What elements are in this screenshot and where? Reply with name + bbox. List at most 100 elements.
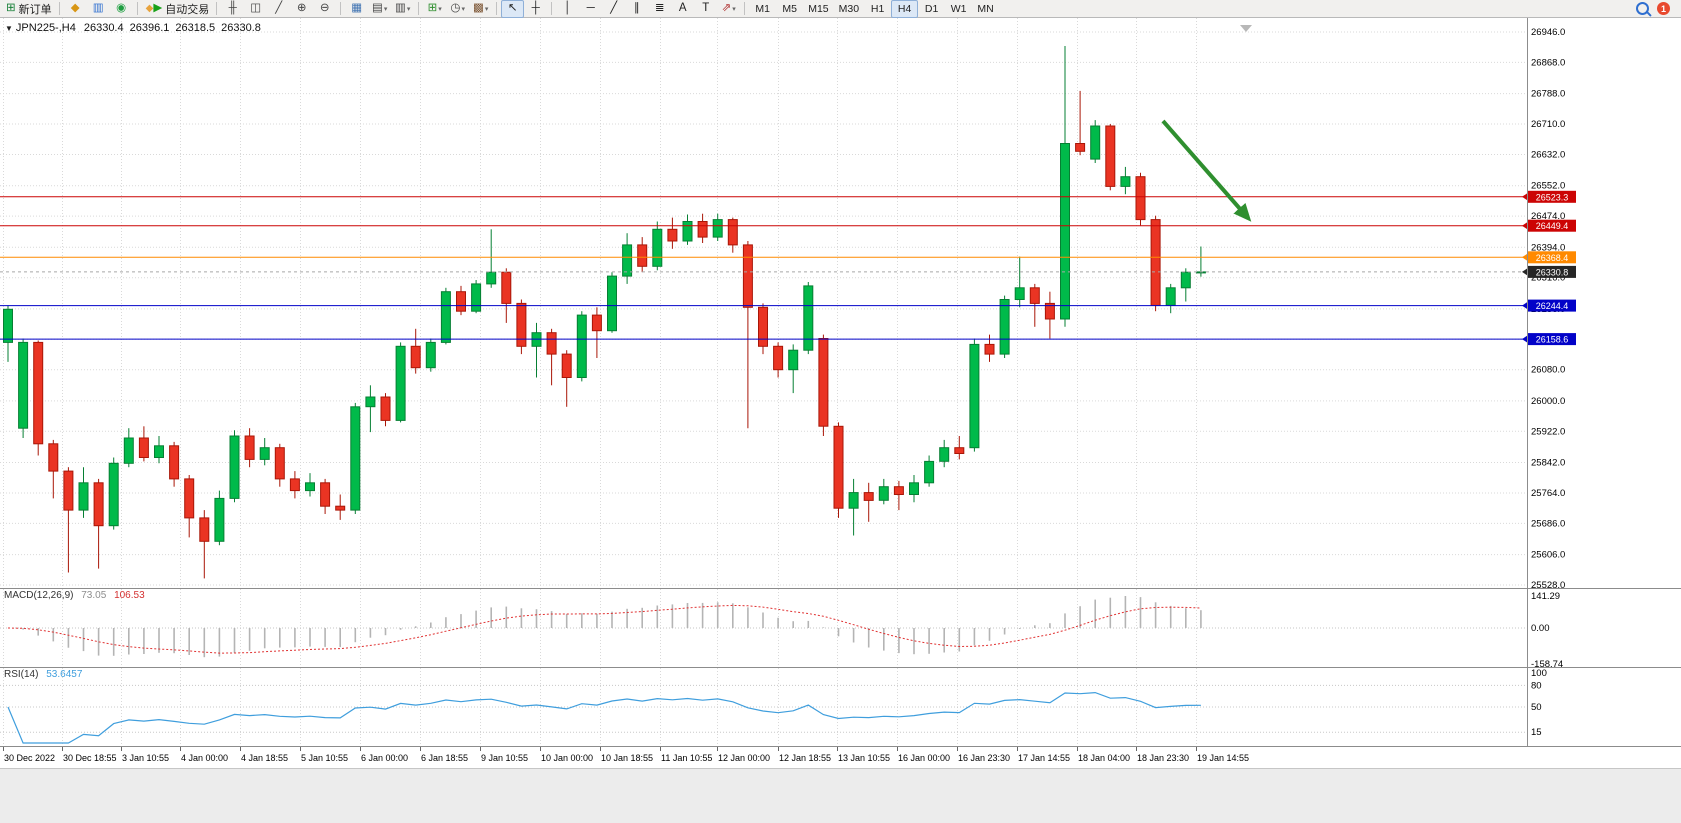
price-chart-pane[interactable]: 26946.0 26868.0 26788.0 26710.0 26632.0 26552… (0, 18, 1681, 588)
time-tick (300, 747, 301, 751)
rsi-name: RSI(14) (4, 669, 39, 680)
ohlc-high: 26396.1 (129, 22, 170, 34)
horizontal-line-button[interactable]: ─ (579, 0, 602, 18)
time-label: 30 Dec 18:55 (63, 753, 117, 763)
tile-windows-button[interactable]: ▦ (345, 0, 368, 18)
channel-button[interactable]: ∥ (625, 0, 648, 18)
window-bottom-area (0, 768, 1681, 823)
time-label: 30 Dec 2022 (4, 753, 56, 763)
collapse-arrow-icon[interactable]: ▼ (5, 23, 13, 33)
tile-windows-icon: ▦ (351, 1, 363, 14)
macd-main-value: 73.05 (81, 590, 107, 601)
svg-text:26474.0: 26474.0 (1531, 211, 1565, 222)
timeframe-mn-button[interactable]: MN (977, 2, 994, 15)
caret-down-icon: ▾ (383, 5, 388, 13)
macd-svg[interactable]: 141.29 0.00 -158.74 (0, 588, 1681, 667)
time-axis[interactable]: 30 Dec 2022 30 Dec 18:55 3 Jan 10:55 4 Jan … (0, 746, 1681, 768)
navigator-button[interactable]: ◉ (110, 0, 133, 18)
candlestick-series[interactable] (3, 46, 1206, 579)
time-tick (837, 747, 838, 751)
svg-text:26394.0: 26394.0 (1531, 242, 1565, 253)
channel-icon: ∥ (633, 1, 640, 14)
bar-chart-icon: ╫ (228, 1, 237, 14)
time-tick (240, 747, 241, 751)
macd-panel[interactable]: 141.29 0.00 -158.74 MACD(12,26,9) 73.05 10… (0, 588, 1681, 667)
annotation-arrow[interactable] (1161, 119, 1252, 222)
timeframe-h4-button[interactable]: H4 (891, 0, 919, 18)
candle-chart-button[interactable]: ◫ (244, 0, 267, 18)
crosshair-button[interactable]: ┼ (524, 0, 547, 18)
price-axis-labels: 26946.0 26868.0 26788.0 26710.0 26632.0 26552… (1531, 27, 1565, 588)
timeframe-h1-button[interactable]: H1 (870, 2, 885, 15)
timeframe-w1-button[interactable]: W1 (950, 2, 967, 15)
zoom-in-button[interactable]: ⊕ (290, 0, 313, 18)
play-icon: ▶ (153, 1, 163, 14)
timeframe-d1-button[interactable]: D1 (924, 2, 939, 15)
crosshair-icon: ┼ (531, 1, 540, 14)
trendline-button[interactable]: ╱ (602, 0, 625, 18)
time-label: 4 Jan 18:55 (241, 753, 289, 763)
time-label: 10 Jan 18:55 (601, 753, 654, 763)
time-tick (420, 747, 421, 751)
caret-down-icon: ▾ (484, 5, 489, 13)
price-chart-svg[interactable]: 26946.0 26868.0 26788.0 26710.0 26632.0 26552… (0, 18, 1681, 588)
toolbar-separator (496, 2, 498, 15)
zoom-out-button[interactable]: ⊖ (313, 0, 336, 18)
time-tick (717, 747, 718, 751)
market-watch-button[interactable]: ▥ (87, 0, 110, 18)
arrange-horizontal-icon: ▤ (372, 1, 383, 14)
time-tick (180, 747, 181, 751)
line-chart-button[interactable]: ╱ (267, 0, 290, 18)
time-label: 6 Jan 00:00 (361, 753, 409, 763)
ohlc-low: 26318.5 (175, 22, 216, 34)
svg-text:26330.8: 26330.8 (1536, 267, 1569, 277)
time-tick (778, 747, 779, 751)
toolbar-separator (418, 2, 420, 15)
cursor-button[interactable]: ↖ (501, 0, 525, 18)
arrange-vertical-button[interactable]: ▥ ▾ (391, 0, 414, 18)
vertical-line-button[interactable]: │ (556, 0, 579, 18)
arrows-button[interactable]: ⇗ ▾ (717, 0, 740, 18)
notification-badge[interactable]: 1 (1657, 2, 1670, 15)
text-button[interactable]: A (671, 0, 694, 18)
timeframe-m5-button[interactable]: M5 (782, 2, 797, 15)
time-label: 18 Jan 23:30 (1137, 753, 1190, 763)
timeframe-m15-button[interactable]: M15 (808, 2, 829, 15)
search-icon[interactable] (1636, 2, 1649, 15)
toolbar-separator (216, 2, 218, 15)
label-button[interactable]: T (694, 0, 717, 18)
profiles-button[interactable]: ◷ ▾ (446, 0, 469, 18)
timeframe-m1-button[interactable]: M1 (755, 2, 770, 15)
chart-shift-marker[interactable] (1240, 25, 1252, 32)
svg-text:26632.0: 26632.0 (1531, 150, 1565, 161)
auto-trading-button[interactable]: ◆ ▶ 自动交易 (142, 0, 213, 18)
rsi-panel[interactable]: 100 80 50 15 RSI(14) 53.6457 (0, 667, 1681, 746)
templates-button[interactable]: ▩ ▾ (469, 0, 492, 18)
price-tags: 26523.3 26449.4 26368.4 26244.4 26158.6 26330… (1522, 190, 1576, 346)
vertical-line-icon: │ (564, 1, 572, 14)
zoom-out-icon: ⊖ (319, 1, 330, 14)
caret-down-icon: ▾ (461, 5, 465, 13)
time-label: 12 Jan 18:55 (779, 753, 832, 763)
svg-text:26868.0: 26868.0 (1531, 57, 1565, 68)
new-order-button[interactable]: ⊞ 新订单 (3, 0, 55, 18)
fibonacci-button[interactable]: ≣ (648, 0, 671, 18)
svg-text:15: 15 (1531, 727, 1542, 738)
svg-text:25922.0: 25922.0 (1531, 426, 1565, 437)
indicators-button[interactable]: ◆ (64, 0, 87, 18)
auto-trading-button-label: 自动交易 (165, 3, 210, 16)
toolbar-separator (340, 2, 342, 15)
time-label: 3 Jan 10:55 (122, 753, 170, 763)
new-order-button-label: 新订单 (18, 3, 52, 16)
bar-chart-button[interactable]: ╫ (221, 0, 244, 18)
svg-text:26523.3: 26523.3 (1536, 192, 1569, 202)
cursor-icon: ↖ (507, 1, 518, 14)
timeframe-m30-button[interactable]: M30 (838, 2, 860, 15)
svg-text:25528.0: 25528.0 (1531, 580, 1565, 588)
new-chart-button[interactable]: ⊞ ▾ (423, 0, 446, 18)
arrange-horizontal-button[interactable]: ▤ ▾ (368, 0, 391, 18)
auto-trading-button-pre-icon: ◆ (145, 2, 154, 14)
arrows-icon: ⇗ (721, 1, 732, 14)
